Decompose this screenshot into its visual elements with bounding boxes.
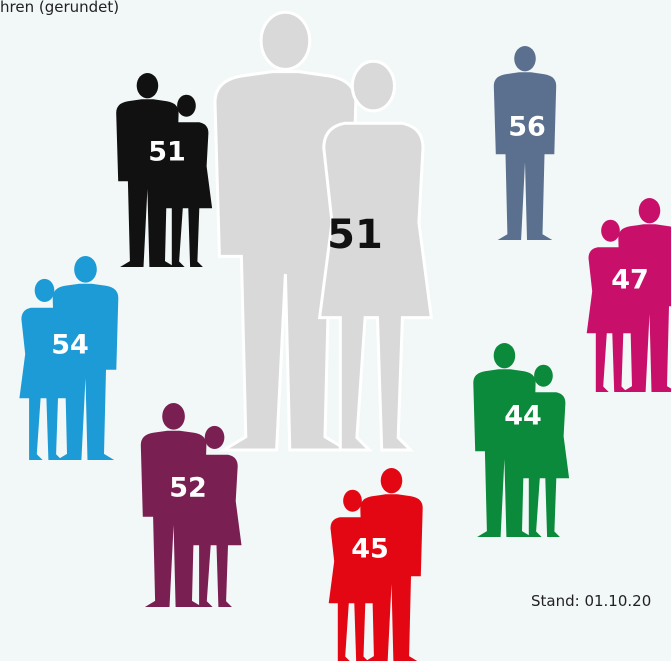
man-head [514, 45, 536, 72]
figure-group: 51 [116, 72, 213, 267]
man-body [140, 430, 207, 607]
woman-head [601, 219, 620, 242]
man-body [360, 494, 423, 661]
man-head [162, 403, 185, 430]
figures: 51 51 56 47 54 52 45 44 [19, 10, 671, 661]
man-head [380, 467, 403, 494]
figure-group: 52 [140, 403, 242, 607]
man-head [259, 10, 312, 71]
figure-group: 47 [586, 197, 671, 392]
woman-body [189, 454, 242, 607]
man-head [638, 197, 661, 224]
man-head [493, 342, 516, 369]
man-body [618, 224, 671, 392]
footer-text: Stand: 01.10.20 [531, 592, 651, 610]
age-label: 51 [148, 137, 186, 168]
woman-head [204, 425, 225, 449]
woman-head [350, 59, 396, 113]
woman-head [34, 278, 55, 302]
age-label: 45 [351, 534, 389, 565]
woman-head [177, 94, 196, 117]
figure-group: 51 [213, 10, 434, 452]
age-label: 56 [508, 112, 546, 143]
man-body [116, 99, 179, 267]
woman-body [317, 121, 434, 452]
age-label: 51 [327, 212, 383, 258]
woman-head [343, 489, 362, 512]
age-label: 44 [504, 401, 542, 432]
man-body [493, 72, 557, 240]
header-text: hren (gerundet) [0, 0, 119, 16]
age-label: 52 [169, 473, 207, 504]
man-head [74, 256, 97, 283]
age-label: 54 [51, 330, 89, 361]
figure-group: 44 [473, 342, 570, 537]
figure-group: 54 [19, 256, 119, 460]
woman-body [162, 122, 213, 267]
woman-head [534, 364, 553, 387]
man-body [52, 283, 119, 460]
man-body [473, 369, 536, 537]
age-label: 47 [611, 265, 649, 296]
man-body [213, 70, 358, 452]
figure-group: 56 [493, 45, 557, 240]
man-head [136, 72, 159, 99]
figure-group: 45 [328, 467, 423, 661]
woman-body [519, 392, 570, 537]
